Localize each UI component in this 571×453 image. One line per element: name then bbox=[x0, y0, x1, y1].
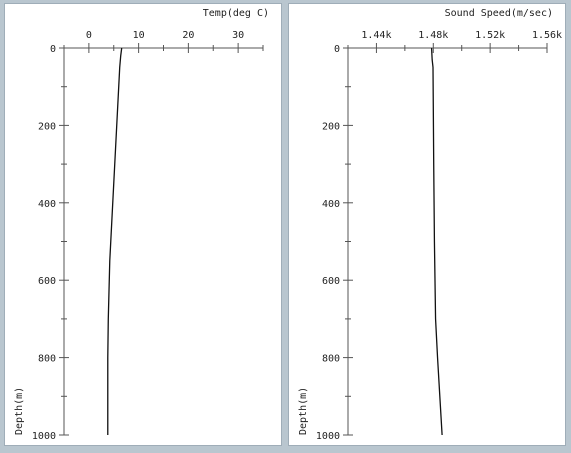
sound-speed-panel: Sound Speed(m/sec) 1.44k 1.48k 1.52k 1.56k 0… bbox=[288, 3, 566, 446]
y-tick-label: 1000 bbox=[316, 431, 340, 442]
series-line bbox=[430, 47, 443, 436]
y-tick-label: 800 bbox=[38, 354, 56, 365]
x-tick-label: 1.44k bbox=[361, 30, 391, 41]
x-tick-label: 0 bbox=[86, 30, 92, 41]
temperature-chart-title: Temp(deg C) bbox=[202, 8, 269, 19]
sound-speed-chart-title: Sound Speed(m/sec) bbox=[444, 8, 553, 19]
y-tick-label: 1000 bbox=[32, 431, 56, 442]
x-tick-label: 1.52k bbox=[475, 30, 505, 41]
temperature-panel: Temp(deg C) 0 10 20 30 0 200 400 600 800 1000 Dept… bbox=[4, 3, 282, 446]
y-tick-label: 600 bbox=[322, 276, 340, 287]
y-tick-label: 200 bbox=[322, 121, 340, 132]
y-tick-label: 800 bbox=[322, 354, 340, 365]
sound-speed-chart: 1.44k 1.48k 1.52k 1.56k 0 200 400 600 800 1000 Dep… bbox=[298, 30, 562, 442]
y-axis-label: Depth(m) bbox=[14, 387, 25, 435]
x-tick-label: 1.48k bbox=[418, 30, 448, 41]
y-tick-label: 400 bbox=[322, 199, 340, 210]
y-tick-label: 0 bbox=[50, 44, 56, 55]
x-tick-label: 30 bbox=[232, 30, 244, 41]
y-tick-label: 200 bbox=[38, 121, 56, 132]
y-axis-label: Depth(m) bbox=[298, 387, 309, 435]
y-tick-label: 600 bbox=[38, 276, 56, 287]
series-line bbox=[107, 47, 123, 435]
temperature-chart: 0 10 20 30 0 200 400 600 800 1000 Depth(m) bbox=[14, 30, 264, 442]
y-tick-label: 0 bbox=[334, 44, 340, 55]
x-tick-label: 10 bbox=[133, 30, 145, 41]
x-tick-label: 1.56k bbox=[532, 30, 562, 41]
x-tick-label: 20 bbox=[182, 30, 194, 41]
y-tick-label: 400 bbox=[38, 199, 56, 210]
